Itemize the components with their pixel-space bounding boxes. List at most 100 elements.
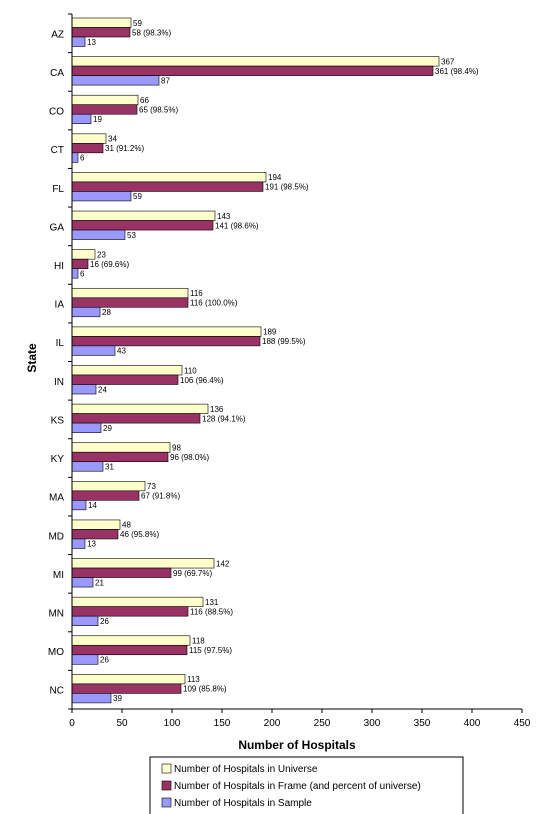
bar-in-series-3 <box>71 384 97 395</box>
bar-label-ks-series-3: 29 <box>103 424 112 433</box>
bar-label-nc-series-2: 109 (85.8%) <box>183 685 227 694</box>
legend-swatch-series-2 <box>161 780 172 791</box>
x-tick-label-150: 150 <box>214 718 231 729</box>
bar-ca-series-3 <box>71 75 160 86</box>
bar-az-series-2 <box>71 27 131 38</box>
bar-label-il-series-1: 189 <box>263 328 277 337</box>
bar-ma-series-3 <box>71 500 87 511</box>
bar-label-mi-series-2: 99 (69.7%) <box>173 569 212 578</box>
bar-label-ct-series-1: 34 <box>108 135 117 144</box>
bar-ks-series-2 <box>71 413 201 424</box>
bar-md-series-1 <box>71 519 121 530</box>
bar-mo-series-1 <box>71 635 191 646</box>
bar-label-ma-series-3: 14 <box>88 501 97 510</box>
bar-ga-series-2 <box>71 220 214 231</box>
bar-label-md-series-1: 48 <box>122 521 131 530</box>
y-tick-label-nc: NC <box>50 686 64 697</box>
bar-ia-series-1 <box>71 287 189 299</box>
legend-swatch-series-1 <box>161 763 172 774</box>
legend-label-series-1: Number of Hospitals in Universe <box>174 764 318 775</box>
bar-label-fl-series-1: 194 <box>268 173 282 182</box>
x-axis-title: Number of Hospitals <box>238 738 356 752</box>
axes-layer: AZ CA CO CT FL GA HI IA IL IN KS KY MA MD MI MN MO NC 0 50 1… <box>48 13 531 729</box>
bar-co-series-3 <box>71 113 92 125</box>
bar-ct-series-2 <box>71 143 104 154</box>
bar-nc-series-3 <box>71 693 112 704</box>
bar-label-ia-series-1: 116 <box>190 289 203 298</box>
bar-label-az-series-1: 59 <box>133 19 142 28</box>
bar-mn-series-1 <box>71 596 204 607</box>
y-tick-label-az: AZ <box>51 29 64 40</box>
bar-label-ma-series-2: 67 (91.8%) <box>141 492 180 501</box>
y-tick-label-md: MD <box>48 531 64 542</box>
bar-label-co-series-1: 66 <box>140 96 149 105</box>
bar-hi-series-1 <box>71 249 96 260</box>
x-tick-label-200: 200 <box>264 718 281 729</box>
bar-ct-series-1 <box>71 133 107 144</box>
x-tick-label-100: 100 <box>164 718 181 729</box>
bar-mi-series-2 <box>71 567 172 578</box>
y-tick-label-ct: CT <box>51 145 64 156</box>
legend-swatch-series-3 <box>161 797 172 808</box>
bar-label-ct-series-2: 31 (91.2%) <box>105 144 144 153</box>
bar-ma-series-1 <box>71 481 146 492</box>
bar-az-series-3 <box>71 36 86 47</box>
bar-label-ky-series-3: 31 <box>105 462 114 471</box>
bar-label-mo-series-2: 115 (97.5%) <box>189 646 232 655</box>
bar-il-series-3 <box>71 345 116 356</box>
bar-label-ga-series-2: 141 (98.6%) <box>215 221 259 230</box>
bar-ky-series-3 <box>71 461 104 472</box>
y-tick-label-co: CO <box>49 107 64 118</box>
x-tick-label-300: 300 <box>364 718 381 729</box>
bar-label-ca-series-1: 367 <box>441 57 455 66</box>
y-tick-label-hi: HI <box>54 261 64 272</box>
bar-ca-series-2 <box>71 65 434 76</box>
bar-il-series-1 <box>71 326 262 337</box>
bar-label-mi-series-1: 142 <box>216 559 230 568</box>
bar-md-series-2 <box>71 529 119 540</box>
bar-label-hi-series-3: 6 <box>80 269 85 278</box>
bar-label-fl-series-2: 191 (98.5%) <box>265 183 309 192</box>
bar-layer <box>71 17 440 704</box>
bar-md-series-3 <box>71 538 86 549</box>
bar-in-series-2 <box>71 374 179 385</box>
y-tick-label-fl: FL <box>52 184 64 195</box>
bar-label-ca-series-2: 361 (98.4%) <box>435 67 479 76</box>
bar-label-in-series-1: 110 <box>184 366 197 375</box>
bar-label-md-series-3: 13 <box>87 540 96 549</box>
legend-box <box>149 756 464 814</box>
bar-label-hi-series-1: 23 <box>97 250 106 259</box>
bar-label-az-series-3: 13 <box>87 38 96 47</box>
bar-label-fl-series-3: 59 <box>133 192 142 201</box>
bar-fl-series-3 <box>71 191 132 202</box>
bar-label-mn-series-1: 131 <box>205 598 219 607</box>
bar-label-mn-series-2: 116 (88.5%) <box>190 607 233 616</box>
x-tick-label-400: 400 <box>464 718 481 729</box>
bar-ia-series-3 <box>71 306 101 318</box>
bar-label-mo-series-3: 26 <box>100 656 109 665</box>
bar-label-ga-series-1: 143 <box>217 212 231 221</box>
bar-az-series-1 <box>71 17 132 28</box>
bar-ma-series-2 <box>71 490 140 501</box>
bar-nc-series-1 <box>71 674 186 685</box>
bar-label-ky-series-1: 98 <box>172 443 181 452</box>
bar-label-ia-series-2: 116 (100.0%) <box>190 299 238 308</box>
y-tick-label-ma: MA <box>49 493 64 504</box>
bar-mn-series-3 <box>71 615 99 626</box>
bar-label-co-series-3: 19 <box>93 115 102 124</box>
legend-label-series-3: Number of Hospitals in Sample <box>174 798 312 809</box>
bar-label-mi-series-3: 21 <box>95 578 104 587</box>
x-tick-label-50: 50 <box>116 718 128 729</box>
bar-in-series-1 <box>71 365 183 376</box>
bar-label-nc-series-3: 39 <box>113 694 122 703</box>
bar-label-il-series-2: 188 (99.5%) <box>262 337 306 346</box>
x-tick-label-450: 450 <box>514 718 531 729</box>
bar-label-ia-series-3: 28 <box>102 308 111 317</box>
y-tick-label-mn: MN <box>48 608 64 619</box>
bar-label-in-series-3: 24 <box>98 385 107 394</box>
bar-ca-series-1 <box>71 56 440 67</box>
bar-mn-series-2 <box>71 606 189 617</box>
bar-label-ma-series-1: 73 <box>147 482 156 491</box>
